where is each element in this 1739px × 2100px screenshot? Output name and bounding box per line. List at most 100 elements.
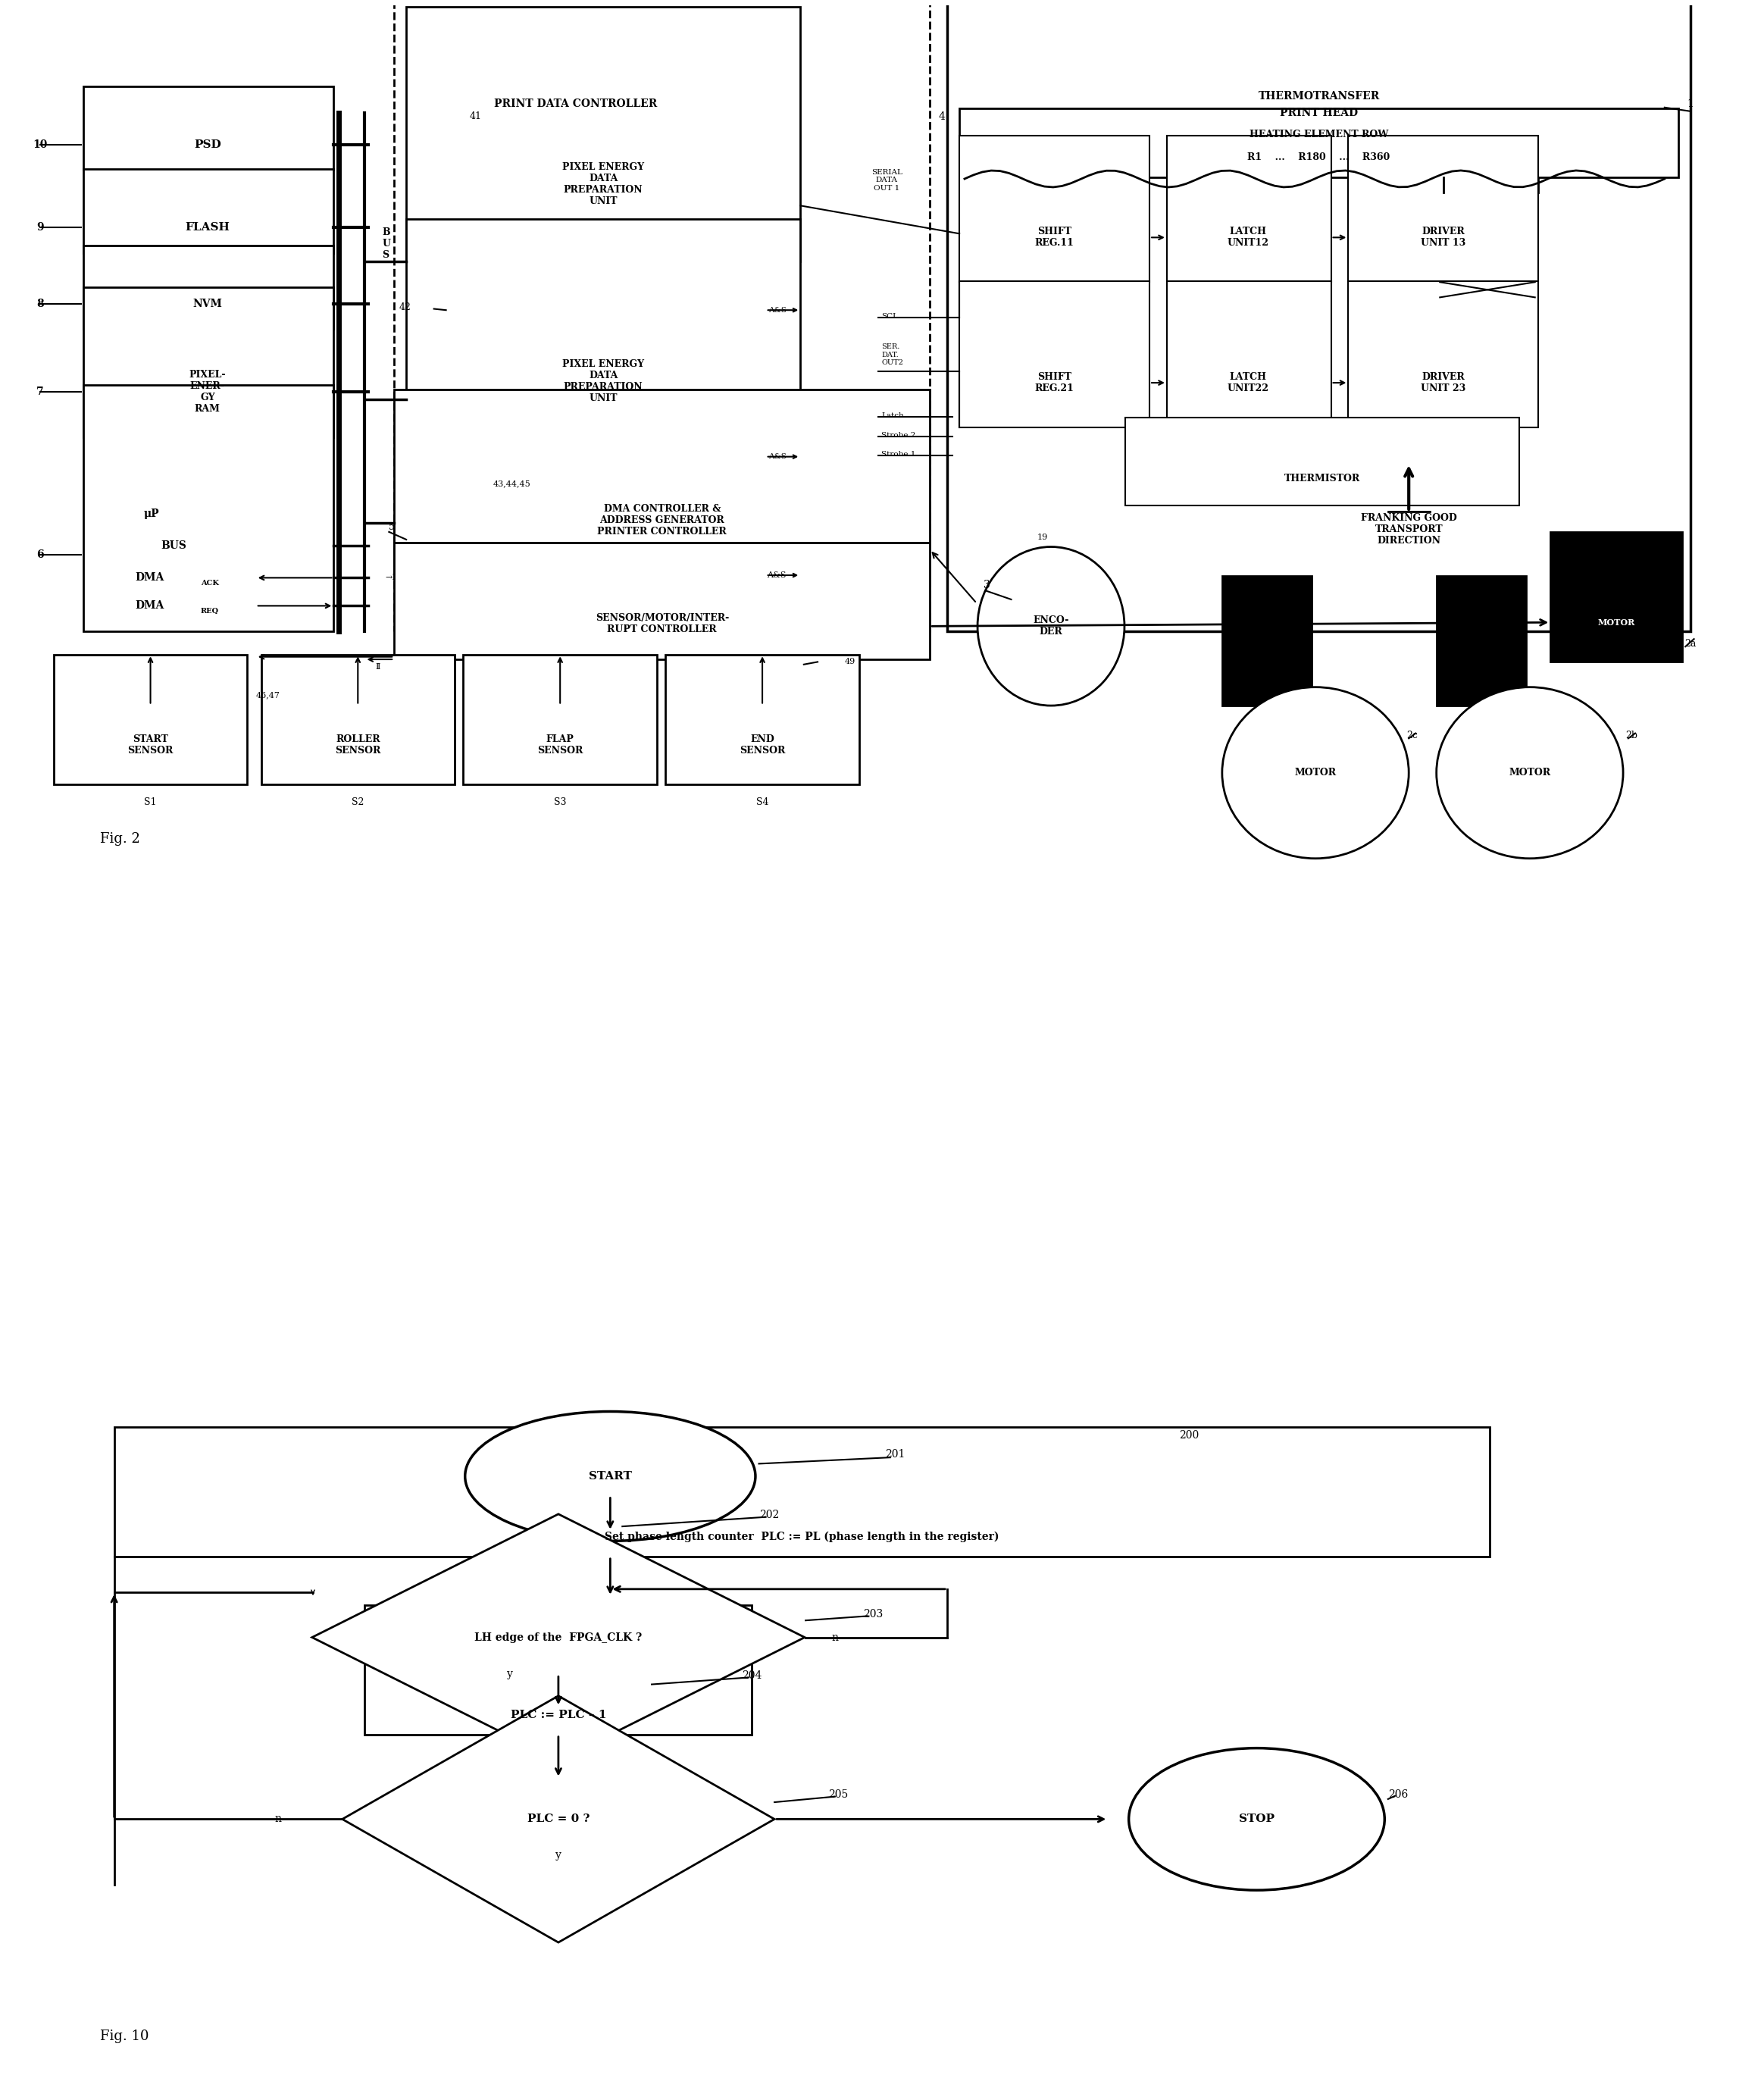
Text: 2c: 2c (1407, 731, 1417, 741)
FancyBboxPatch shape (395, 391, 930, 578)
Text: SER.
DAT.
OUT2: SER. DAT. OUT2 (882, 344, 904, 365)
FancyArrowPatch shape (1116, 1451, 1146, 1460)
Text: 42: 42 (400, 302, 412, 313)
FancyBboxPatch shape (1125, 418, 1520, 506)
Text: LATCH
UNIT12: LATCH UNIT12 (1228, 227, 1269, 248)
Text: DRIVER
UNIT 23: DRIVER UNIT 23 (1421, 372, 1466, 393)
Text: PIXEL ENERGY
DATA
PREPARATION
UNIT: PIXEL ENERGY DATA PREPARATION UNIT (562, 162, 643, 206)
Text: Strobe 2: Strobe 2 (882, 433, 916, 439)
Ellipse shape (464, 1411, 755, 1541)
Text: 19: 19 (1036, 533, 1047, 542)
Text: 203: 203 (863, 1609, 883, 1619)
Text: SHIFT
REG.11: SHIFT REG.11 (1035, 227, 1075, 248)
Text: 201: 201 (885, 1449, 906, 1459)
Text: n: n (831, 1632, 838, 1642)
FancyBboxPatch shape (115, 1426, 1490, 1556)
Text: →I: →I (386, 573, 396, 582)
Text: PRINT DATA CONTROLLER: PRINT DATA CONTROLLER (494, 99, 657, 109)
FancyBboxPatch shape (1436, 575, 1527, 706)
Text: SERIAL
DATA
OUT 1: SERIAL DATA OUT 1 (871, 168, 903, 191)
FancyBboxPatch shape (83, 288, 334, 437)
Text: S4: S4 (756, 798, 769, 806)
Text: REQ: REQ (200, 607, 219, 615)
FancyBboxPatch shape (960, 281, 1149, 428)
Text: 5: 5 (390, 523, 395, 531)
Text: DMA: DMA (136, 573, 163, 584)
Text: 10: 10 (33, 139, 47, 149)
FancyBboxPatch shape (1348, 136, 1539, 281)
Text: 2a: 2a (1685, 638, 1696, 649)
Ellipse shape (977, 546, 1125, 706)
Text: n: n (275, 1814, 282, 1825)
Text: DRIVER
UNIT 13: DRIVER UNIT 13 (1421, 227, 1466, 248)
Text: 46,47: 46,47 (256, 691, 280, 699)
FancyBboxPatch shape (407, 218, 800, 454)
Text: LH edge of the  FPGA_CLK ?: LH edge of the FPGA_CLK ? (475, 1632, 642, 1642)
Text: PIXEL-
ENER-
GY
RAM: PIXEL- ENER- GY RAM (190, 370, 226, 414)
Text: S1: S1 (144, 798, 157, 806)
Text: DMA CONTROLLER &
ADDRESS GENERATOR
PRINTER CONTROLLER: DMA CONTROLLER & ADDRESS GENERATOR PRINT… (598, 504, 727, 538)
FancyBboxPatch shape (407, 6, 800, 262)
FancyBboxPatch shape (1167, 136, 1330, 281)
Text: 6: 6 (37, 550, 43, 561)
Text: END
SENSOR: END SENSOR (739, 735, 786, 756)
Text: 43,44,45: 43,44,45 (492, 479, 530, 487)
Text: Fig. 10: Fig. 10 (101, 2029, 150, 2043)
FancyBboxPatch shape (365, 1604, 751, 1735)
FancyBboxPatch shape (1348, 281, 1539, 428)
Text: 41: 41 (470, 111, 482, 122)
Text: Fig. 2: Fig. 2 (101, 832, 141, 846)
Text: THERMISTOR: THERMISTOR (1285, 472, 1360, 483)
Text: DMA: DMA (136, 601, 163, 611)
Text: 49: 49 (845, 657, 856, 666)
Text: 3: 3 (984, 580, 989, 590)
Text: 206: 206 (1388, 1789, 1409, 1800)
Text: S2: S2 (351, 798, 363, 806)
Text: B
U
S: B U S (383, 227, 390, 260)
Text: 204: 204 (743, 1670, 762, 1680)
Text: 7: 7 (37, 386, 43, 397)
Text: 9: 9 (37, 223, 43, 233)
FancyBboxPatch shape (1223, 575, 1311, 706)
Text: PIXEL ENERGY
DATA
PREPARATION
UNIT: PIXEL ENERGY DATA PREPARATION UNIT (562, 359, 643, 403)
Text: THERMOTRANSFER: THERMOTRANSFER (1259, 90, 1379, 101)
Text: 200: 200 (1179, 1430, 1200, 1441)
Text: ROLLER
SENSOR: ROLLER SENSOR (336, 735, 381, 756)
Text: PLC := PLC – 1: PLC := PLC – 1 (511, 1709, 607, 1720)
Text: PSD: PSD (195, 139, 221, 149)
Text: y: y (555, 1850, 562, 1861)
Ellipse shape (1129, 1747, 1384, 1890)
Text: FLASH: FLASH (184, 223, 230, 233)
Text: 202: 202 (760, 1510, 779, 1520)
Text: SCL: SCL (882, 313, 899, 319)
FancyBboxPatch shape (261, 655, 454, 783)
FancyBboxPatch shape (395, 542, 930, 659)
Polygon shape (343, 1697, 774, 1942)
FancyBboxPatch shape (83, 86, 334, 170)
Text: HEATING ELEMENT ROW: HEATING ELEMENT ROW (1250, 130, 1388, 139)
Text: 2b: 2b (1626, 731, 1638, 741)
FancyBboxPatch shape (960, 136, 1149, 281)
Text: SENSOR/MOTOR/INTER-
RUPT CONTROLLER: SENSOR/MOTOR/INTER- RUPT CONTROLLER (595, 613, 729, 634)
Text: MOTOR: MOTOR (1294, 769, 1336, 777)
Text: S3: S3 (553, 798, 567, 806)
Text: SHIFT
REG.21: SHIFT REG.21 (1035, 372, 1075, 393)
Text: 8: 8 (37, 298, 43, 309)
Text: FLAP
SENSOR: FLAP SENSOR (537, 735, 583, 756)
Text: NVM: NVM (193, 298, 223, 309)
Text: 1: 1 (1687, 99, 1694, 109)
Ellipse shape (1223, 687, 1409, 859)
Text: START: START (590, 1470, 631, 1483)
Text: I: I (377, 664, 381, 670)
FancyBboxPatch shape (83, 384, 334, 632)
Text: FRANKING GOOD
TRANSPORT
DIRECTION: FRANKING GOOD TRANSPORT DIRECTION (1360, 512, 1457, 546)
Text: A&S: A&S (769, 454, 786, 460)
Text: 205: 205 (828, 1789, 849, 1800)
Text: μP: μP (144, 508, 160, 519)
Text: ACK: ACK (200, 580, 219, 586)
FancyBboxPatch shape (1167, 281, 1330, 428)
Text: START
SENSOR: START SENSOR (127, 735, 174, 756)
Text: LATCH
UNIT22: LATCH UNIT22 (1228, 372, 1269, 393)
FancyBboxPatch shape (395, 0, 930, 632)
Ellipse shape (1436, 687, 1622, 859)
